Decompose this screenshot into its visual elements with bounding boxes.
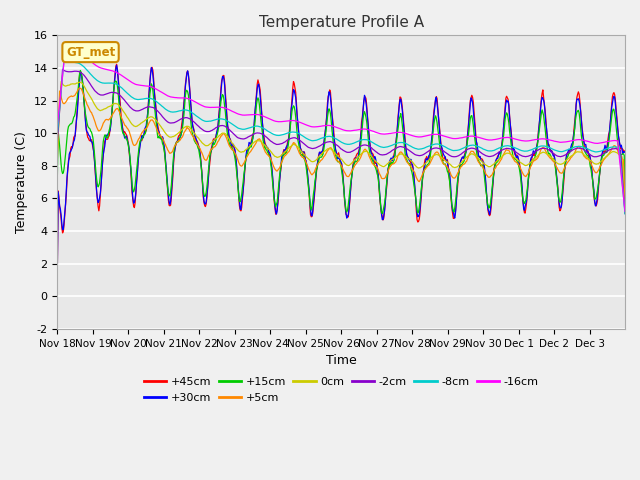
+15cm [378,211,386,216]
Line: 0cm: 0cm [58,82,625,214]
Line: +45cm: +45cm [58,64,625,264]
0cm [275,154,282,160]
+5cm [76,85,83,91]
+5cm [225,143,233,148]
-8cm [433,141,440,147]
-8cm [253,123,261,129]
+5cm [275,166,282,172]
+5cm [121,122,129,128]
+15cm [433,120,441,125]
+15cm [54,171,61,177]
-16cm [275,119,282,125]
0cm [253,138,261,144]
+45cm [253,81,261,87]
Line: -8cm: -8cm [58,60,625,214]
+45cm [54,261,61,266]
-8cm [621,211,629,217]
-16cm [401,130,408,136]
0cm [621,211,629,216]
+30cm [401,133,408,139]
Line: +15cm: +15cm [58,71,625,214]
+45cm [121,129,129,135]
+30cm [225,132,233,138]
+15cm [225,139,233,145]
Legend: +45cm, +30cm, +15cm, +5cm, 0cm, -2cm, -8cm, -16cm: +45cm, +30cm, +15cm, +5cm, 0cm, -2cm, -8… [140,372,543,407]
+30cm [54,261,61,266]
-2cm [225,127,233,132]
-16cm [621,208,629,214]
0cm [54,146,61,152]
Text: GT_met: GT_met [66,46,115,59]
+45cm [225,136,233,142]
+30cm [433,95,440,100]
+15cm [253,97,261,103]
Line: +30cm: +30cm [58,65,625,264]
+30cm [621,149,629,155]
-2cm [275,142,282,147]
+30cm [275,189,282,195]
-16cm [61,44,69,50]
0cm [433,152,440,157]
+15cm [121,133,129,139]
0cm [57,79,65,84]
-8cm [225,119,233,125]
+5cm [401,154,408,160]
-16cm [433,132,440,137]
+15cm [621,200,629,206]
-8cm [275,132,282,138]
-8cm [54,131,61,136]
-16cm [121,75,129,81]
-16cm [54,122,61,128]
+5cm [433,149,440,155]
+30cm [121,135,129,141]
-2cm [433,145,440,151]
-2cm [59,66,67,72]
-8cm [401,140,408,146]
+30cm [113,62,120,68]
+5cm [54,155,61,160]
+5cm [621,203,629,209]
0cm [401,153,408,158]
Line: -2cm: -2cm [58,69,625,214]
X-axis label: Time: Time [326,354,356,367]
-2cm [401,144,408,150]
0cm [121,110,129,116]
+15cm [77,68,84,73]
+45cm [621,148,629,154]
-2cm [253,130,261,136]
-8cm [121,88,129,94]
+45cm [113,61,120,67]
Y-axis label: Temperature (C): Temperature (C) [15,131,28,233]
+45cm [401,131,408,136]
Line: -16cm: -16cm [58,47,625,211]
-16cm [253,112,261,118]
-8cm [60,57,68,62]
+15cm [401,151,409,157]
-2cm [54,139,61,144]
0cm [225,136,233,142]
-16cm [225,107,233,113]
+15cm [275,183,282,189]
+45cm [433,94,440,99]
+5cm [253,138,261,144]
+30cm [253,86,261,92]
-2cm [121,97,129,103]
Line: +5cm: +5cm [58,88,625,206]
Title: Temperature Profile A: Temperature Profile A [259,15,424,30]
-2cm [621,211,629,216]
+45cm [275,192,282,197]
